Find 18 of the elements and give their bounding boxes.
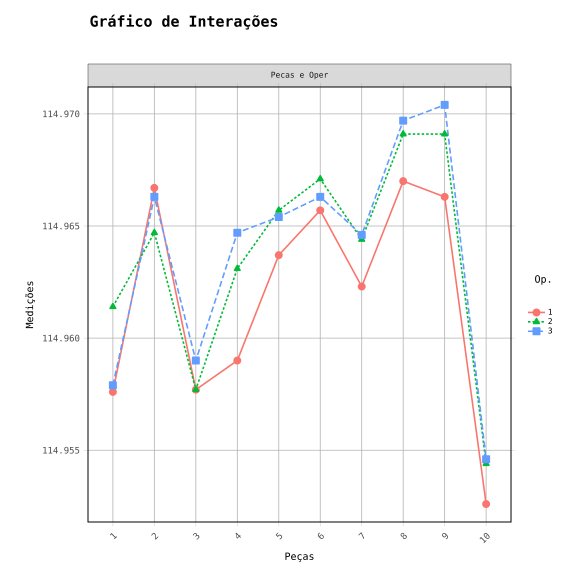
x-tick-label: 9	[442, 532, 448, 540]
legend-title: Op.	[535, 275, 550, 285]
x-tick-label: 8	[400, 532, 407, 540]
x-tick-label: 7	[358, 532, 364, 540]
x-tick-label: 1	[110, 533, 118, 540]
y-tick-label: 114.965	[43, 222, 80, 230]
x-tick-label: 10	[480, 532, 490, 544]
y-tick-label: 114.960	[43, 334, 80, 342]
y-axis-title: Medições	[25, 281, 35, 328]
y-tick-label: 114.955	[43, 446, 80, 454]
x-axis-title: Peças	[285, 552, 314, 562]
chart-title: Gráfico de Interações	[90, 14, 278, 30]
y-tick-label: 114.970	[43, 110, 80, 118]
x-tick-label: 2	[151, 532, 159, 540]
x-tick-label: 6	[318, 532, 324, 539]
x-tick-label: 3	[192, 532, 200, 540]
x-tick-label: 4	[236, 532, 241, 539]
x-tick-label: 5	[276, 532, 282, 540]
